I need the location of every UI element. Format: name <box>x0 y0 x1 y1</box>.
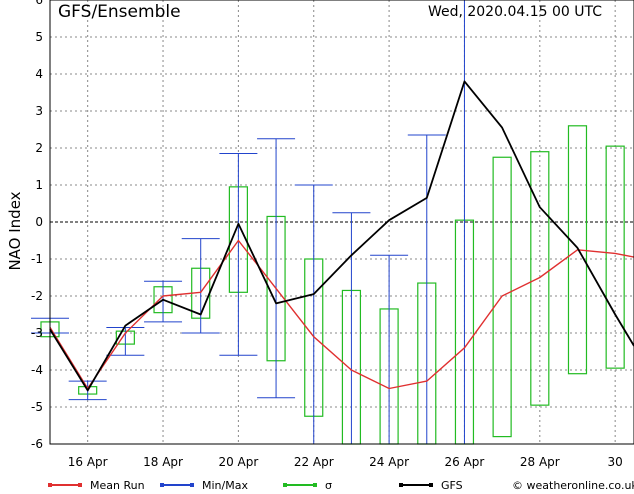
y-tick-label: 0 <box>35 215 43 229</box>
x-tick-label: 16 Apr <box>68 455 108 469</box>
y-tick-label: -6 <box>31 437 43 451</box>
legend-label-minmax: Min/Max <box>202 479 248 490</box>
gfs-line <box>49 80 634 392</box>
legend-marker-minmax <box>190 483 194 487</box>
legend-marker-mean <box>48 483 52 487</box>
series-layer <box>49 80 634 392</box>
y-tick-label: 3 <box>35 104 43 118</box>
x-tick-label: 30 <box>608 455 623 469</box>
x-tick-label: 28 Apr <box>520 455 560 469</box>
legend-marker-minmax <box>160 483 164 487</box>
x-tick-label: 20 Apr <box>218 455 258 469</box>
legend-label-gfs: GFS <box>441 479 463 490</box>
x-tick-label: 26 Apr <box>445 455 485 469</box>
legend-label-sigma: σ <box>325 479 332 490</box>
y-tick-label: 2 <box>35 141 43 155</box>
sigma-box <box>605 145 625 369</box>
legend: Mean Run Min/Max σ GFS <box>48 479 463 492</box>
legend-label-mean: Mean Run <box>90 479 145 490</box>
x-tick-label: 18 Apr <box>143 455 183 469</box>
legend-marker-gfs <box>429 483 433 487</box>
y-tick-label: -4 <box>31 363 43 377</box>
y-tick-label: -5 <box>31 400 43 414</box>
credit-text: © weatheronline.co.uk <box>512 479 634 490</box>
y-tick-label: -2 <box>31 289 43 303</box>
sigma-box <box>530 151 550 406</box>
y-tick-label: 5 <box>35 30 43 44</box>
sigma-box <box>567 125 588 375</box>
legend-marker-mean <box>78 483 82 487</box>
x-tick-label: 22 Apr <box>294 455 334 469</box>
legend-marker-sigma <box>283 483 287 487</box>
legend-marker-gfs <box>399 483 403 487</box>
y-tick-label: -1 <box>31 252 43 266</box>
sigma-box <box>492 156 512 438</box>
y-tick-label: 4 <box>35 67 43 81</box>
y-tick-label: 1 <box>35 178 43 192</box>
y-axis-label: NAO Index <box>6 191 24 270</box>
x-tick-label: 24 Apr <box>369 455 409 469</box>
axis-layer: -6 -5 -4 -3 -2 -1 0 1 2 3 4 5 6 16 Apr 18 Apr 20 Apr 22 … <box>31 0 623 469</box>
plot-frame <box>49 0 634 445</box>
run-date-label: Wed, 2020.04.15 00 UTC <box>428 4 602 20</box>
legend-marker-sigma <box>313 483 317 487</box>
y-tick-label: 6 <box>35 0 43 7</box>
y-tick-label: -3 <box>31 326 43 340</box>
chart-title: GFS/Ensemble <box>58 2 181 22</box>
